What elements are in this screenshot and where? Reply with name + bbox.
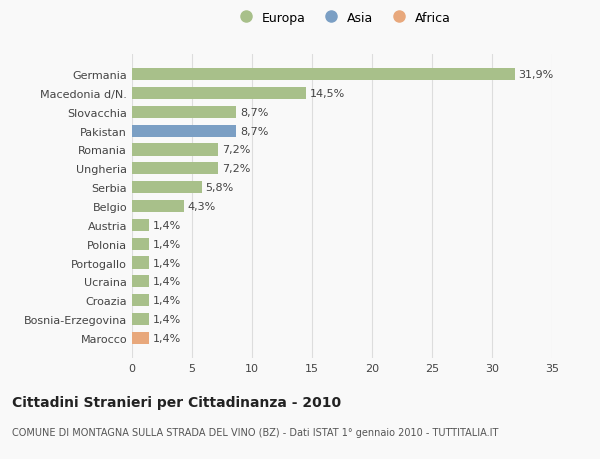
Bar: [132, 276, 149, 288]
Bar: [132, 144, 218, 156]
Text: 7,2%: 7,2%: [222, 145, 250, 155]
Text: 4,3%: 4,3%: [187, 202, 215, 212]
Bar: [132, 163, 218, 175]
Bar: [132, 219, 149, 231]
Text: 1,4%: 1,4%: [152, 258, 181, 268]
Text: 8,7%: 8,7%: [240, 107, 268, 118]
Text: 1,4%: 1,4%: [152, 220, 181, 230]
Bar: [132, 182, 202, 194]
Bar: [132, 313, 149, 325]
Text: 14,5%: 14,5%: [310, 89, 345, 99]
Text: 8,7%: 8,7%: [240, 126, 268, 136]
Text: 1,4%: 1,4%: [152, 239, 181, 249]
Bar: [132, 238, 149, 250]
Text: COMUNE DI MONTAGNA SULLA STRADA DEL VINO (BZ) - Dati ISTAT 1° gennaio 2010 - TUT: COMUNE DI MONTAGNA SULLA STRADA DEL VINO…: [12, 427, 499, 437]
Text: 1,4%: 1,4%: [152, 314, 181, 325]
Bar: [132, 257, 149, 269]
Bar: [132, 201, 184, 213]
Text: 7,2%: 7,2%: [222, 164, 250, 174]
Text: Cittadini Stranieri per Cittadinanza - 2010: Cittadini Stranieri per Cittadinanza - 2…: [12, 395, 341, 409]
Legend: Europa, Asia, Africa: Europa, Asia, Africa: [229, 7, 455, 30]
Bar: [132, 69, 515, 81]
Bar: [132, 332, 149, 344]
Bar: [132, 125, 236, 137]
Text: 1,4%: 1,4%: [152, 333, 181, 343]
Text: 5,8%: 5,8%: [205, 183, 233, 193]
Text: 1,4%: 1,4%: [152, 296, 181, 306]
Text: 31,9%: 31,9%: [518, 70, 554, 80]
Text: 1,4%: 1,4%: [152, 277, 181, 287]
Bar: [132, 88, 306, 100]
Bar: [132, 106, 236, 119]
Bar: [132, 294, 149, 307]
